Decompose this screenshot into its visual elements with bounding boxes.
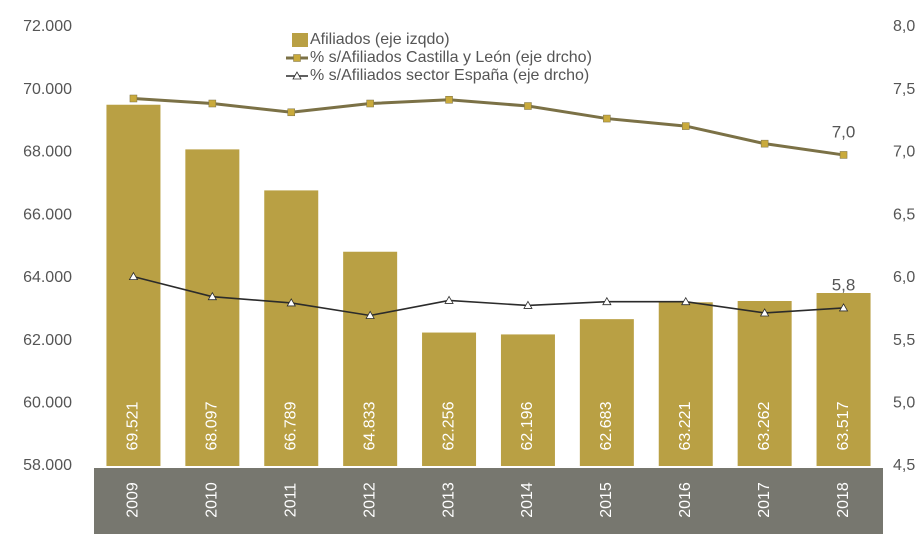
bar (737, 300, 792, 466)
legend-label: % s/Afiliados sector España (eje drcho) (310, 67, 589, 84)
x-tick-label: 2011 (282, 483, 299, 518)
bar-value-label: 62.256 (440, 401, 457, 450)
line-marker (129, 94, 138, 103)
line-marker (681, 296, 691, 306)
y2-tick-label: 4,5 (893, 457, 915, 474)
bar (579, 319, 634, 466)
legend-label: % s/Afiliados Castilla y León (eje drcho… (310, 49, 592, 66)
line-marker (445, 95, 453, 104)
line-marker (523, 300, 533, 309)
line-marker (603, 114, 611, 123)
bar (422, 332, 477, 466)
bar (106, 104, 161, 466)
y-tick-label: 62.000 (23, 332, 72, 349)
line-marker (365, 310, 375, 319)
line-value-label: 7,0 (832, 122, 856, 141)
y2-tick-label: 6,0 (893, 269, 915, 286)
y2-tick-label: 5,0 (893, 395, 915, 412)
x-tick-label: 2009 (125, 482, 142, 518)
bar (343, 251, 398, 466)
line (133, 275, 844, 317)
x-tick-label: 2015 (598, 482, 615, 518)
line-marker (682, 122, 690, 130)
line-marker (444, 295, 454, 304)
y2-tick-label: 7,0 (893, 144, 915, 161)
x-tick-label: 2018 (835, 482, 852, 518)
line-marker (524, 102, 532, 110)
x-tick-label: 2014 (519, 482, 536, 518)
y-tick-label: 66.000 (23, 206, 72, 223)
bar-value-label: 62.196 (519, 401, 536, 450)
x-tick-label: 2013 (440, 482, 457, 518)
bar-value-label: 63.517 (835, 401, 852, 450)
y2-tick-label: 7,5 (893, 81, 915, 98)
line (133, 96, 844, 157)
bar-value-label: 64.833 (361, 401, 378, 450)
y-tick-label: 70.000 (23, 81, 72, 98)
bar (185, 149, 240, 466)
line-marker (287, 108, 295, 117)
legend-label: Afiliados (eje izqdo) (310, 31, 450, 48)
line-marker (366, 99, 374, 108)
legend-swatch (292, 33, 308, 47)
line-marker (208, 99, 217, 108)
legend-marker (292, 71, 302, 80)
y-tick-label: 60.000 (23, 395, 72, 412)
y-tick-label: 58.000 (23, 457, 72, 474)
x-tick-label: 2010 (204, 482, 221, 518)
line-marker (207, 291, 218, 301)
x-tick-label: 2012 (361, 482, 378, 518)
legend-marker (293, 54, 301, 62)
y-tick-label: 64.000 (23, 269, 72, 286)
y-tick-label: 72.000 (23, 18, 72, 35)
bar (264, 190, 319, 466)
bar-value-label: 63.262 (756, 401, 773, 450)
line-marker (602, 296, 612, 306)
y2-tick-label: 8,0 (893, 18, 915, 35)
bar (500, 334, 555, 466)
line-marker (759, 308, 770, 317)
line-marker (839, 151, 848, 159)
line-marker (286, 298, 296, 307)
line-marker (838, 303, 849, 312)
line-marker (128, 271, 139, 281)
bar-value-label: 69.521 (125, 401, 142, 450)
category-band (94, 468, 883, 534)
y-tick-label: 68.000 (23, 144, 72, 161)
line-marker (760, 139, 769, 148)
bar-value-label: 66.789 (282, 401, 299, 450)
line-value-label: 5,8 (832, 275, 856, 294)
bar-value-label: 68.097 (204, 401, 221, 450)
bar (816, 293, 871, 466)
x-tick-label: 2017 (756, 482, 773, 518)
x-tick-label: 2016 (677, 482, 694, 518)
y2-tick-label: 6,5 (893, 206, 915, 223)
y2-tick-label: 5,5 (893, 332, 915, 349)
bar-value-label: 63.221 (677, 401, 694, 450)
bar-value-label: 62.683 (598, 401, 615, 450)
bar (658, 302, 713, 466)
